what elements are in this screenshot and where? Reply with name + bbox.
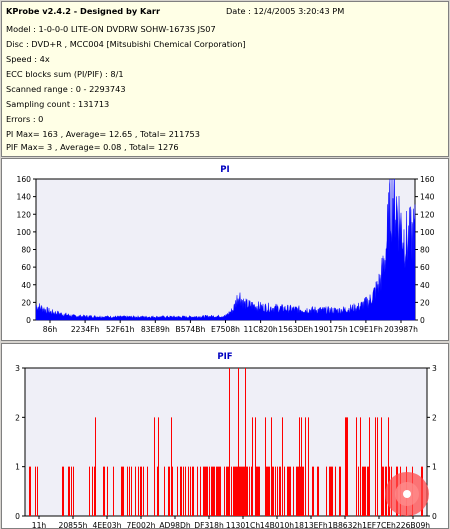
- pif-y-tick-label-right: 1: [432, 463, 437, 472]
- pif-chart: 0 0 1 1 2 2 3 3 11h 20855h 4EE03h 7E002h AD98Dh DF318…: [15, 364, 437, 528]
- pif-x-tick-label: 1B8632h: [328, 521, 362, 528]
- pi-chart: 0 0 20 20 40 40 60 60 80 80 100 100 120 120 140 140 160 1…: [17, 175, 435, 334]
- pi-y-tick-label: 40: [21, 281, 31, 290]
- pif-y-tick-label: 3: [15, 364, 20, 373]
- pif-y-tick-label: 1: [15, 463, 20, 472]
- pi-x-tick-label: 11C820h: [243, 325, 277, 334]
- pif-y-tick-label: 0: [15, 512, 20, 521]
- pi-y-tick-label-right: 160: [420, 175, 435, 184]
- pif-x-tick-label: 11301Ch: [226, 521, 260, 528]
- pi-x-tick-label: 52F61h: [106, 325, 135, 334]
- pif-x-tick-label: 7E002h: [127, 521, 156, 528]
- pi-x-tick-label: 203987h: [384, 325, 418, 334]
- info-ecc: ECC blocks sum (PI/PIF) : 8/1: [6, 69, 124, 79]
- pif-y-tick-label: 2: [15, 413, 20, 422]
- info-model: Model : 1-0-0-0 LITE-ON DVDRW SOHW-1673S…: [6, 24, 216, 34]
- info-disc: Disc : DVD+R , MCC004 [Mitsubishi Chemic…: [6, 39, 246, 49]
- pi-y-tick-label-right: 120: [420, 210, 435, 219]
- pif-x-tick-label: 226B09h: [396, 521, 430, 528]
- scan-info-panel: KProbe v2.4.2 - Designed by Karr Date : …: [1, 1, 449, 157]
- pi-y-tick-label: 0: [26, 316, 31, 325]
- pi-x-tick-label: 86h: [43, 325, 58, 334]
- pi-chart-title: PI: [220, 165, 230, 175]
- pif-chart-panel: PIF 0 0 1 1 2 2 3 3 11h 20855h 4EE03h 7E002h AD98Dh D…: [1, 343, 449, 529]
- pi-x-tick-label: 1563DEh: [278, 325, 313, 334]
- app-title: KProbe v2.4.2 - Designed by Karr: [6, 6, 160, 16]
- pi-x-tick-label: B574Bh: [176, 325, 206, 334]
- pif-x-tick-label: 1813EFh: [294, 521, 327, 528]
- pif-y-tick-label-right: 3: [432, 364, 437, 373]
- info-pif-stats: PIF Max= 3 , Average= 0.08 , Total= 1276: [6, 142, 179, 152]
- pi-x-tick-label: 1C9E1Fh: [349, 325, 383, 334]
- pi-y-tick-label: 120: [17, 210, 32, 219]
- pi-series-area: [35, 178, 416, 321]
- pi-y-tick-label-right: 60: [420, 263, 430, 272]
- pif-x-tick-label: 1EF7CEh: [362, 521, 396, 528]
- pi-y-tick-label-right: 20: [420, 298, 430, 307]
- pi-x-tick-label: E7508h: [211, 325, 240, 334]
- pif-x-tick-label: 14B010h: [260, 521, 294, 528]
- pif-chart-title: PIF: [217, 352, 233, 362]
- info-errors: Errors : 0: [6, 114, 44, 124]
- disc-icon-hole: [403, 490, 411, 498]
- pif-x-tick-label: DF318h: [194, 521, 224, 528]
- info-range: Scanned range : 0 - 2293743: [6, 84, 126, 94]
- pif-y-tick-label-right: 2: [432, 413, 437, 422]
- pi-x-tick-label: 190175h: [314, 325, 348, 334]
- pi-y-tick-label: 160: [17, 175, 32, 184]
- pi-chart-panel: PI 0 0 20 20 40 40 60 60 80 80 100 100 120 120 140 140 1…: [1, 158, 449, 341]
- pi-y-tick-label: 60: [21, 263, 31, 272]
- pi-x-tick-label: 83E89h: [141, 325, 170, 334]
- pi-y-tick-label-right: 40: [420, 281, 430, 290]
- pi-y-tick-label: 140: [17, 193, 32, 202]
- pi-y-tick-label-right: 100: [420, 228, 435, 237]
- pi-x-tick-label: 2234Fh: [71, 325, 100, 334]
- pi-y-tick-label: 80: [21, 246, 31, 255]
- info-speed: Speed : 4x: [6, 54, 50, 64]
- info-sampling: Sampling count : 131713: [6, 99, 110, 109]
- pi-y-tick-label-right: 80: [420, 246, 430, 255]
- pi-y-tick-label-right: 140: [420, 193, 435, 202]
- pi-y-tick-label: 20: [21, 298, 31, 307]
- pi-y-tick-label: 100: [17, 228, 32, 237]
- pif-x-tick-label: 20855h: [59, 521, 88, 528]
- pif-x-tick-label: AD98Dh: [159, 521, 191, 528]
- pif-x-tick-label: 4EE03h: [93, 521, 122, 528]
- pif-x-tick-label: 11h: [32, 521, 47, 528]
- pi-plot-area: [35, 178, 416, 321]
- scan-date: Date : 12/4/2005 3:20:43 PM: [226, 6, 345, 16]
- pi-y-tick-label-right: 0: [420, 316, 425, 325]
- info-pi-stats: PI Max= 163 , Average= 12.65 , Total= 21…: [6, 129, 200, 139]
- pif-y-tick-label-right: 0: [432, 512, 437, 521]
